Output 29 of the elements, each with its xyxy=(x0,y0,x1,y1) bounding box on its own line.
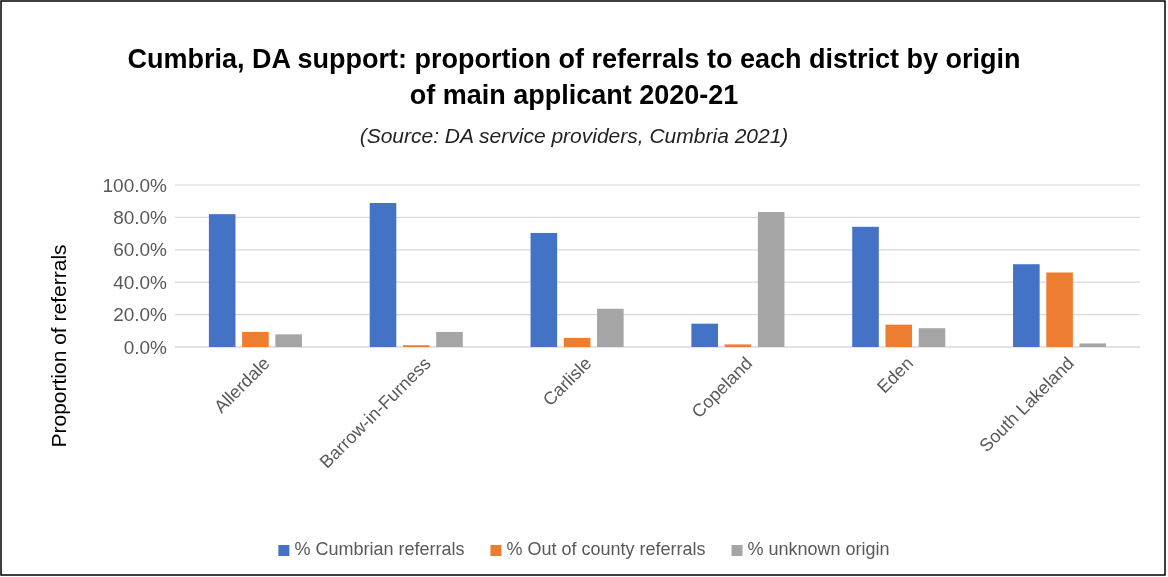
chart-subtitle: (Source: DA service providers, Cumbria 2021) xyxy=(359,124,789,147)
bar xyxy=(275,334,302,347)
bar xyxy=(852,226,879,347)
bar xyxy=(436,331,463,347)
bar xyxy=(530,232,558,347)
bar xyxy=(757,212,785,347)
bar xyxy=(208,214,236,347)
chart-title: Cumbria, DA support: proportion of referrals to each district by origin of main applicant 2020-21 xyxy=(127,44,1021,110)
legend-label: % Cumbrian referrals xyxy=(294,539,465,559)
y-tick-label: 80.0% xyxy=(113,206,168,228)
bar xyxy=(1013,264,1040,347)
y-tick-label: 40.0% xyxy=(113,271,168,293)
bar xyxy=(724,344,752,347)
legend-label: % Out of county referrals xyxy=(506,539,706,559)
y-axis-title: Proportion of referrals xyxy=(47,244,70,448)
bar xyxy=(885,324,913,347)
y-tick-label: 100.0% xyxy=(102,174,168,196)
bar xyxy=(369,202,397,347)
bar xyxy=(1079,343,1107,347)
bar xyxy=(691,323,718,347)
bar xyxy=(242,331,269,347)
y-tick-label: 20.0% xyxy=(113,304,168,326)
bar xyxy=(563,337,591,347)
bar xyxy=(918,328,946,347)
y-tick-label: 0.0% xyxy=(123,336,168,358)
bar xyxy=(597,308,624,347)
legend-label: % unknown origin xyxy=(747,539,890,559)
y-tick-label: 60.0% xyxy=(113,239,168,261)
bar xyxy=(1046,272,1073,347)
